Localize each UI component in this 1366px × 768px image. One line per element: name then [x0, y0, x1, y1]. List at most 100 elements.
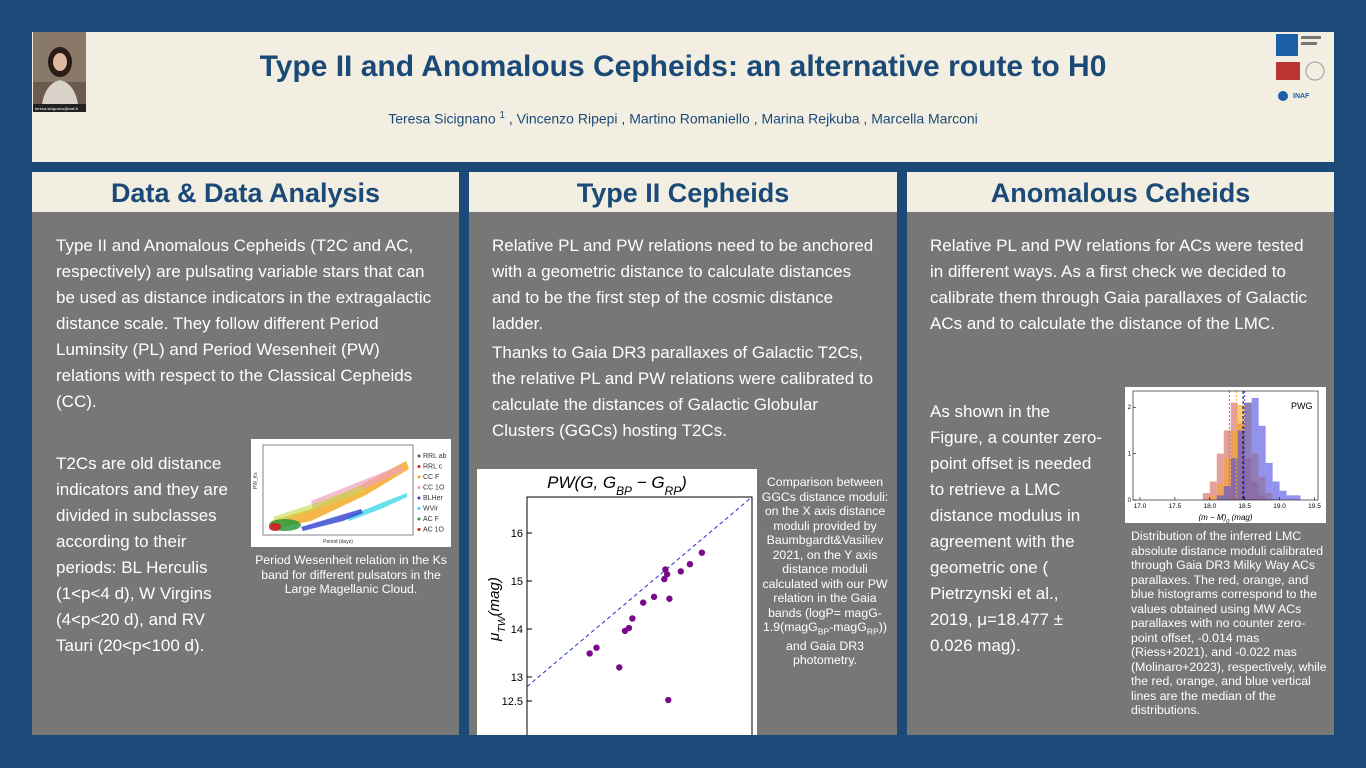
- axis-label: PW_Ks: [253, 472, 259, 489]
- title: Type II and Anomalous Cepheids: an alter…: [259, 50, 1107, 83]
- caption: Period Wesenheit relation in the Ks band…: [255, 553, 447, 596]
- panel-heading: Type II Cepheids: [469, 172, 897, 212]
- plot-frame: [1132, 390, 1319, 501]
- paragraph: Relative PL and PW relations need to be …: [492, 236, 874, 333]
- histogram-bar: [1272, 481, 1280, 500]
- legend-label: BLHer: [423, 495, 444, 502]
- caption: Comparison between GGCs distance moduli:…: [759, 475, 891, 668]
- text-segment: PW(G, G: [547, 473, 616, 492]
- authors: Teresa Sicignano 1 , Vincenzo Ripepi , M…: [32, 110, 1334, 127]
- text-segment: TW: [496, 615, 508, 632]
- histogram-bar: [1209, 481, 1217, 500]
- legend-swatch: [417, 507, 421, 510]
- histogram-bar: [1279, 490, 1287, 500]
- legend-label: CC F: [423, 474, 439, 481]
- y-tick-label: 13: [511, 672, 523, 684]
- one-to-one-line: [526, 496, 753, 687]
- paragraph: T2Cs are old distance indicators and the…: [56, 454, 228, 655]
- legend-swatch: [417, 454, 421, 458]
- legend-swatch: [417, 517, 421, 521]
- legend-swatch: [417, 486, 421, 489]
- figure-title: PW(G, GBP − GRP): [547, 473, 687, 498]
- y-tick-label: 15: [511, 576, 523, 588]
- legend-label: CC 1O: [423, 485, 445, 492]
- data-point: [677, 568, 684, 575]
- text-segment: − G: [632, 473, 665, 492]
- histogram-bar: [1258, 425, 1266, 500]
- histogram-bar: [1223, 486, 1231, 500]
- text-segment: RP: [665, 484, 682, 498]
- x-tick-label: 17.0: [1134, 503, 1147, 510]
- plot-frame: [526, 496, 753, 735]
- y-tick-label: 16: [511, 528, 523, 540]
- y-tick-label: 0: [1128, 498, 1132, 504]
- paragraph: Thanks to Gaia DR3 parallaxes of Galacti…: [492, 343, 874, 440]
- data-point: [640, 599, 647, 606]
- scatter-figure: PW(G, GBP − GRP) 12.5 13 14 15 16 μTW(mag): [477, 469, 757, 735]
- logo-text: INAF: [1293, 93, 1310, 100]
- data-point: [698, 549, 706, 556]
- text-segment: Teresa Sicignano: [388, 110, 500, 127]
- histogram-bar: [1237, 430, 1245, 500]
- data-point: [661, 575, 668, 583]
- x-tick-label: 17.5: [1169, 503, 1182, 510]
- data-point: [665, 696, 672, 704]
- text-segment: , Vincenzo Ripepi , Martino Romaniello ,…: [504, 110, 978, 127]
- histogram-bar: [1286, 495, 1294, 500]
- x-tick-label: 19.5: [1308, 503, 1321, 510]
- text-segment: BP: [616, 484, 632, 498]
- panel-heading: Data & Data Analysis: [32, 172, 459, 212]
- figure-label: PWG: [1291, 401, 1313, 411]
- legend-label: AC 1O: [423, 527, 445, 534]
- histogram-bar: [1202, 493, 1210, 500]
- text-segment: -magG: [829, 620, 867, 634]
- panel: Anomalous Ceheids Relative PL and PW rel…: [907, 172, 1334, 735]
- histogram-bar: [1265, 462, 1273, 500]
- legend-label: AC F: [423, 516, 439, 523]
- histogram-bar: [1216, 495, 1224, 500]
- axis-label: (m − M)0 (mag): [1198, 513, 1252, 523]
- text-segment: Comparison between GGCs distance moduli:…: [761, 475, 889, 634]
- data-point: [650, 593, 658, 601]
- y-tick-label: 12.5: [502, 696, 523, 708]
- panel-heading: Anomalous Ceheids: [907, 172, 1334, 212]
- logos: INAF: [1276, 34, 1325, 101]
- text-segment: ): [679, 473, 687, 492]
- text-segment: BP: [817, 626, 830, 637]
- text-segment: 1: [499, 110, 505, 121]
- panel: Type II Cepheids Relative PL and PW rela…: [469, 172, 897, 735]
- text-segment: (mag): [1229, 513, 1252, 522]
- histogram-bar: [1209, 495, 1217, 500]
- figure: RRL ab RRL c CC F CC 1O BLHer WVir AC F AC 1O P…: [251, 439, 451, 547]
- legend-swatch: [417, 528, 421, 531]
- axis-label: μTW(mag): [486, 577, 508, 642]
- paragraph: Type II and Anomalous Cepheids (T2C and …: [56, 236, 432, 411]
- author-photo: teresa.sicignano@inaf.it: [33, 32, 86, 112]
- text-segment: (m − M): [1198, 513, 1226, 522]
- data-point: [616, 664, 623, 671]
- data-point: [625, 624, 633, 632]
- y-tick-label: 1: [1128, 452, 1132, 458]
- data-point: [586, 650, 593, 657]
- y-tick-label: 2: [1128, 405, 1132, 411]
- legend-swatch: [417, 496, 421, 500]
- histogram-bar: [1216, 483, 1224, 500]
- text-segment: μ: [486, 633, 503, 642]
- header: teresa.sicignano@inaf.it Type II and Ano…: [32, 32, 1334, 162]
- data-point: [666, 595, 673, 602]
- x-tick-label: 19.0: [1273, 503, 1286, 510]
- data-point: [629, 615, 636, 622]
- legend-label: RRL ab: [423, 453, 447, 460]
- text-segment: )) and Gaia DR3 photometry.: [786, 620, 887, 668]
- x-tick-label: 18.5: [1238, 503, 1251, 510]
- paragraph: As shown in the Figure, a counter zero-p…: [930, 402, 1102, 655]
- data-point: [593, 644, 600, 651]
- text-segment: (mag): [486, 577, 503, 616]
- histogram-bar: [1293, 495, 1301, 500]
- photo-caption: teresa.sicignano@inaf.it: [35, 106, 79, 111]
- panel: Data & Data Analysis Type II and Anomalo…: [32, 172, 459, 735]
- histogram-bar: [1244, 402, 1252, 500]
- text-segment: RP: [866, 626, 879, 637]
